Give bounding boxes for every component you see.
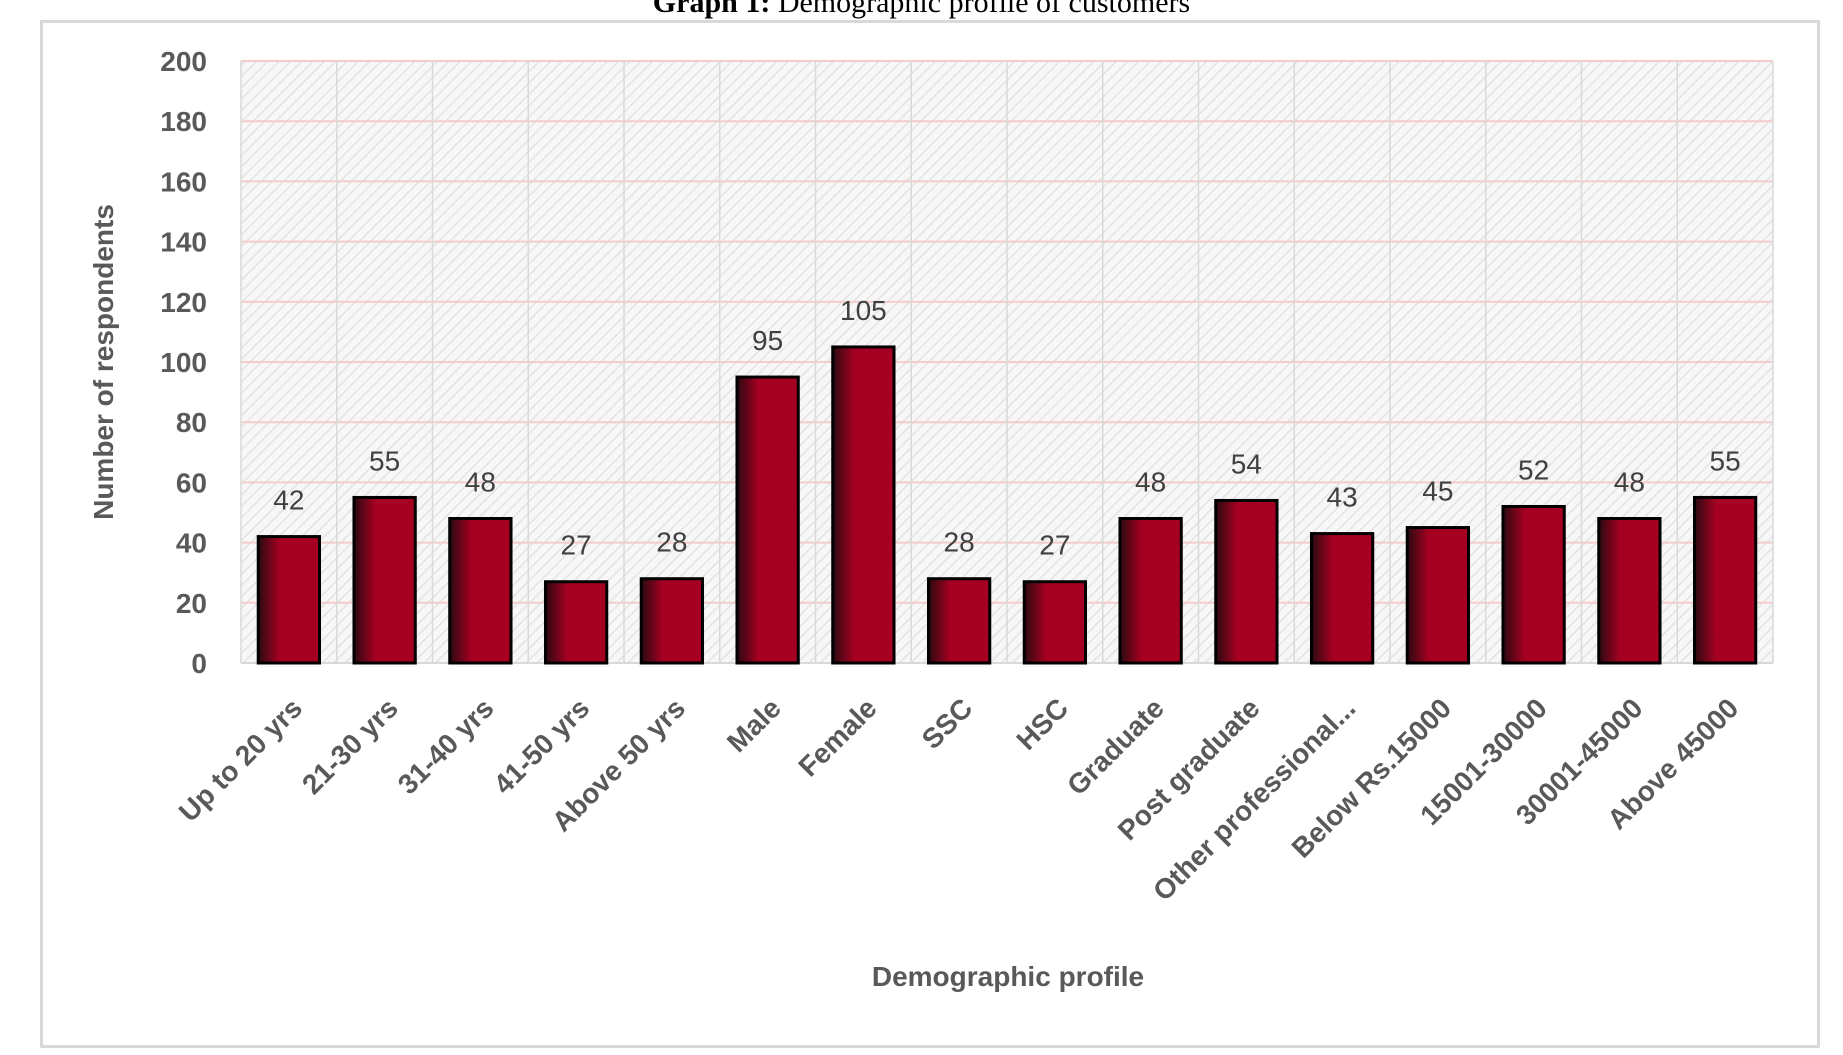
bar [831,345,896,665]
data-label: 48 [465,467,496,498]
data-label: 27 [561,530,592,561]
caption-label: Graph 1: [652,0,771,19]
bar [448,517,513,665]
data-label: 95 [752,325,783,356]
bar [1501,504,1566,665]
y-tick-label: 200 [160,46,207,77]
x-tick-label: 31-40 yrs [392,692,500,800]
y-tick-label: 80 [176,407,207,438]
data-label: 105 [840,295,887,326]
data-label: 28 [944,527,975,558]
bar [1692,495,1758,665]
x-tick-label: 21-30 yrs [296,692,404,800]
bar [1405,526,1471,665]
bar [926,577,992,665]
y-tick-label: 40 [176,528,207,559]
data-label: 42 [273,485,304,516]
data-label: 48 [1614,467,1645,498]
data-label: 54 [1231,448,1262,479]
caption-text: Demographic profile of customers [777,0,1191,19]
data-label: 28 [656,527,687,558]
x-tick-label: SSC [916,692,979,755]
data-labels: 42 55 48 27 28 95 105 28 27 48 54 43 45 52 48 55 [273,295,1740,561]
x-tick-label: HSC [1010,692,1074,756]
x-tick-label: Male [721,692,787,758]
y-tick-label: 0 [191,648,207,679]
x-axis-title: Demographic profile [872,961,1144,992]
data-label: 55 [1710,445,1741,476]
x-tick-label: Female [792,692,882,782]
chart-caption: Graph 1: Demographic profile of customer… [0,0,1843,20]
y-axis-ticks: 0 20 40 60 80 100 120 140 160 180 200 [160,46,207,679]
data-label: 52 [1518,454,1549,485]
data-label: 55 [369,445,400,476]
data-label: 43 [1327,482,1358,513]
y-tick-label: 100 [160,347,207,378]
bar [639,577,705,665]
data-label: 48 [1135,467,1166,498]
bar [1118,517,1183,665]
bars [256,345,1758,665]
bar [256,535,322,665]
x-tick-label: Below Rs.15000 [1286,692,1458,864]
bar [735,375,800,665]
y-tick-label: 60 [176,467,207,498]
bar [1214,498,1279,665]
y-tick-label: 160 [160,166,207,197]
y-tick-label: 140 [160,227,207,258]
bar [1597,517,1662,665]
y-tick-label: 120 [160,287,207,318]
data-label: 27 [1039,530,1070,561]
bar [543,580,609,665]
y-tick-label: 180 [160,106,207,137]
data-label: 45 [1422,476,1453,507]
bar [1022,580,1088,665]
y-axis-title: Number of respondents [88,204,119,520]
y-tick-label: 20 [176,588,207,619]
bar [1309,532,1375,665]
x-tick-label: Up to 20 yrs [173,692,308,827]
bar [352,495,417,665]
